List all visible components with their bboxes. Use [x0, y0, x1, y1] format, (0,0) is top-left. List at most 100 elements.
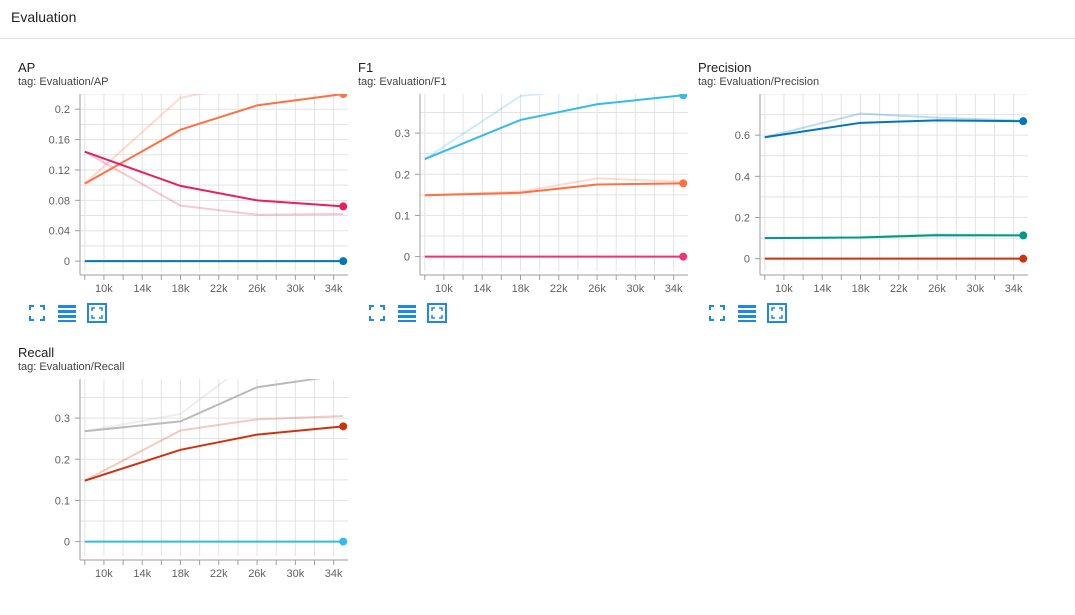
series-raw-line	[84, 150, 344, 216]
section-title: Evaluation	[11, 9, 77, 25]
series-line[interactable]	[764, 119, 1024, 139]
fit-domain-icon[interactable]	[426, 302, 448, 324]
y-tick-label: 0.4	[735, 171, 750, 183]
x-tick-label: 30k	[286, 283, 304, 295]
series-line[interactable]	[84, 379, 343, 433]
chart-grid	[80, 94, 348, 271]
expand-icon[interactable]	[26, 302, 48, 324]
series-line[interactable]	[764, 234, 1024, 240]
y-tick-label: 0.16	[49, 135, 70, 147]
expand-icon[interactable]	[366, 302, 388, 324]
series-end-marker	[339, 257, 348, 266]
x-tick-label: 26k	[248, 283, 266, 295]
card-title: F1	[358, 60, 374, 75]
y-tick-label: 0.1	[395, 210, 410, 222]
series-line[interactable]	[424, 182, 684, 197]
y-tick-label: 0	[404, 252, 410, 264]
card-tag: tag: Evaluation/AP	[18, 76, 109, 88]
x-tick-label: 30k	[626, 283, 644, 295]
card-tag: tag: Evaluation/Precision	[698, 76, 820, 88]
card-tag: tag: Evaluation/Recall	[18, 361, 125, 373]
y-tick-label: 0.2	[735, 212, 750, 224]
card-title: Precision	[698, 60, 752, 75]
x-tick-label: 10k	[95, 568, 113, 580]
x-tick-label: 22k	[210, 283, 228, 295]
series-group	[424, 94, 684, 258]
x-tick-label: 22k	[210, 568, 228, 580]
x-tick-label: 22k	[550, 283, 568, 295]
y-tick-label: 0.3	[395, 128, 410, 140]
fit-domain-icon[interactable]	[86, 302, 108, 324]
x-tick-label: 30k	[286, 568, 304, 580]
y-tick-label: 0	[744, 254, 750, 266]
series-raw-line	[84, 379, 229, 433]
x-tick-label: 18k	[852, 283, 870, 295]
y-tick-label: 0	[64, 256, 70, 268]
series-group	[84, 94, 344, 263]
series-raw-line	[84, 415, 344, 482]
series-group	[764, 112, 1024, 260]
series-group	[84, 379, 344, 543]
card-title: AP	[18, 60, 36, 75]
chart-grid	[760, 94, 1028, 271]
series-end-marker	[1019, 117, 1028, 126]
x-tick-label: 30k	[966, 283, 984, 295]
x-tick-label: 34k	[325, 283, 343, 295]
y-tick-label: 0.2	[55, 104, 70, 116]
x-tick-label: 10k	[435, 283, 453, 295]
x-tick-label: 26k	[928, 283, 946, 295]
card-tag: tag: Evaluation/F1	[358, 76, 447, 88]
x-tick-label: 22k	[890, 283, 908, 295]
toggle-log-scale-icon[interactable]	[396, 302, 418, 324]
series-end-marker	[339, 537, 348, 546]
y-tick-label: 0.08	[49, 195, 70, 207]
series-end-marker	[339, 94, 348, 98]
x-tick-label: 14k	[133, 283, 151, 295]
x-tick-label: 26k	[248, 568, 266, 580]
series-end-marker	[339, 422, 348, 431]
series-line[interactable]	[84, 425, 344, 482]
toggle-log-scale-icon[interactable]	[56, 302, 78, 324]
y-tick-label: 0.1	[55, 495, 70, 507]
series-line[interactable]	[84, 94, 344, 185]
series-line[interactable]	[424, 94, 684, 160]
line-chart-f1[interactable]: 10k 14k 18k 22k 26k 30k 34k 0 0.1 0.2 0.3	[358, 94, 688, 298]
line-chart-recall[interactable]: 10k 14k 18k 22k 26k 30k 34k 0 0.1 0.2 0.3	[18, 379, 348, 583]
line-chart-ap[interactable]: 10k 14k 18k 22k 26k 30k 34k 0 0.04 0.08 0.12 0.16 0.…	[18, 94, 348, 298]
toggle-log-scale-icon[interactable]	[736, 302, 758, 324]
x-tick-label: 34k	[1005, 283, 1023, 295]
x-tick-label: 26k	[588, 283, 606, 295]
x-tick-label: 14k	[133, 568, 151, 580]
chart-axes	[75, 94, 348, 280]
series-end-marker	[679, 179, 688, 188]
card-title: Recall	[18, 345, 55, 360]
section-header[interactable]: Evaluation	[0, 0, 1075, 39]
series-raw-line	[84, 94, 205, 185]
expand-icon[interactable]	[706, 302, 728, 324]
series-raw-line	[764, 112, 1024, 139]
x-tick-label: 34k	[665, 283, 683, 295]
chart-card-precision: Precision tag: Evaluation/Precision 10k 1…	[698, 60, 1028, 330]
series-end-marker	[339, 202, 348, 211]
y-tick-label: 0.6	[735, 130, 750, 142]
y-tick-label: 0	[64, 537, 70, 549]
chart-card-ap: AP tag: Evaluation/AP 10k 14k 18k 22k 26k 30k…	[18, 60, 348, 330]
line-chart-precision[interactable]: 10k 14k 18k 22k 26k 30k 34k 0 0.2 0.4 0.6	[698, 94, 1028, 298]
series-end-marker	[679, 252, 688, 261]
chart-axes	[415, 94, 688, 280]
x-tick-label: 18k	[512, 283, 530, 295]
x-tick-label: 14k	[473, 283, 491, 295]
y-tick-label: 0.2	[55, 454, 70, 466]
y-tick-label: 0.12	[49, 165, 70, 177]
fit-domain-icon[interactable]	[766, 302, 788, 324]
y-tick-label: 0.3	[55, 413, 70, 425]
chart-card-f1: F1 tag: Evaluation/F1 10k 14k 18k 22k 26k 30k…	[358, 60, 688, 330]
x-tick-label: 18k	[172, 568, 190, 580]
y-tick-label: 0.04	[49, 226, 70, 238]
chart-axes	[755, 94, 1028, 280]
chart-card-recall: Recall tag: Evaluation/Recall 10k 14k 18k 2…	[18, 345, 348, 615]
chart-grid	[420, 94, 688, 271]
series-end-marker	[1019, 231, 1028, 240]
x-tick-label: 34k	[325, 568, 343, 580]
series-line[interactable]	[84, 150, 344, 208]
